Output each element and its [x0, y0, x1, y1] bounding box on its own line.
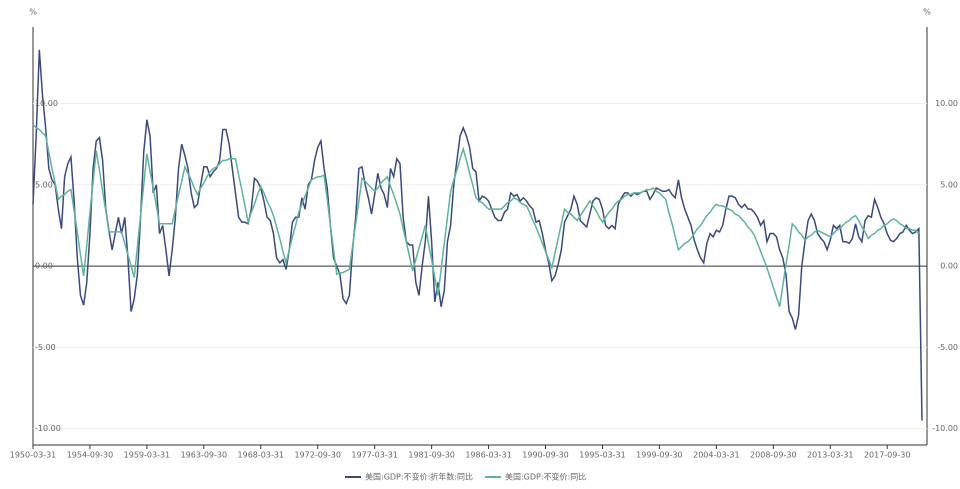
y-tick-label: -5.00	[35, 343, 56, 352]
y-tick-label: 5.00	[35, 180, 53, 189]
y2-tick-label: 5.00	[940, 180, 958, 189]
x-tick-label: 1999-09-30	[636, 451, 683, 460]
x-tick-label: 1977-03-31	[351, 451, 398, 460]
x-tick-label: 1950-03-31	[10, 451, 57, 460]
y2-tick-label: -10.00	[932, 424, 958, 433]
x-tick-label: 2008-09-30	[750, 451, 797, 460]
x-tick-label: 1990-09-30	[522, 451, 569, 460]
x-tick-label: 1959-03-31	[124, 451, 171, 460]
x-tick-label: 1972-09-30	[294, 451, 341, 460]
x-tick-label: 1968-03-31	[238, 451, 285, 460]
series-line	[32, 49, 923, 421]
x-tick-label: 2013-03-31	[807, 451, 854, 460]
x-tick-label: 1981-09-30	[408, 451, 455, 460]
x-tick-label: 1995-03-31	[579, 451, 626, 460]
legend-label: 美国:GDP:不变价:折年数:同比	[365, 472, 473, 482]
y2-unit: %	[923, 8, 931, 17]
x-tick-label: 1954-09-30	[67, 451, 114, 460]
y2-tick-label: -5.00	[937, 343, 958, 352]
y2-tick-label: 0.00	[940, 262, 958, 271]
x-tick-label: 2017-09-30	[864, 451, 911, 460]
x-tick-label: 2004-03-31	[693, 451, 740, 460]
legend-label: 美国:GDP:不变价:同比	[505, 472, 586, 482]
x-tick-label: 1986-03-31	[465, 451, 512, 460]
y-tick-label: -10.00	[35, 424, 61, 433]
y-tick-label: 10.00	[35, 99, 58, 108]
series-line	[32, 124, 920, 307]
y-unit: %	[29, 8, 37, 17]
x-tick-label: 1963-09-30	[181, 451, 228, 460]
y-tick-label: 0.00	[35, 262, 53, 271]
y2-tick-label: 10.00	[935, 99, 958, 108]
